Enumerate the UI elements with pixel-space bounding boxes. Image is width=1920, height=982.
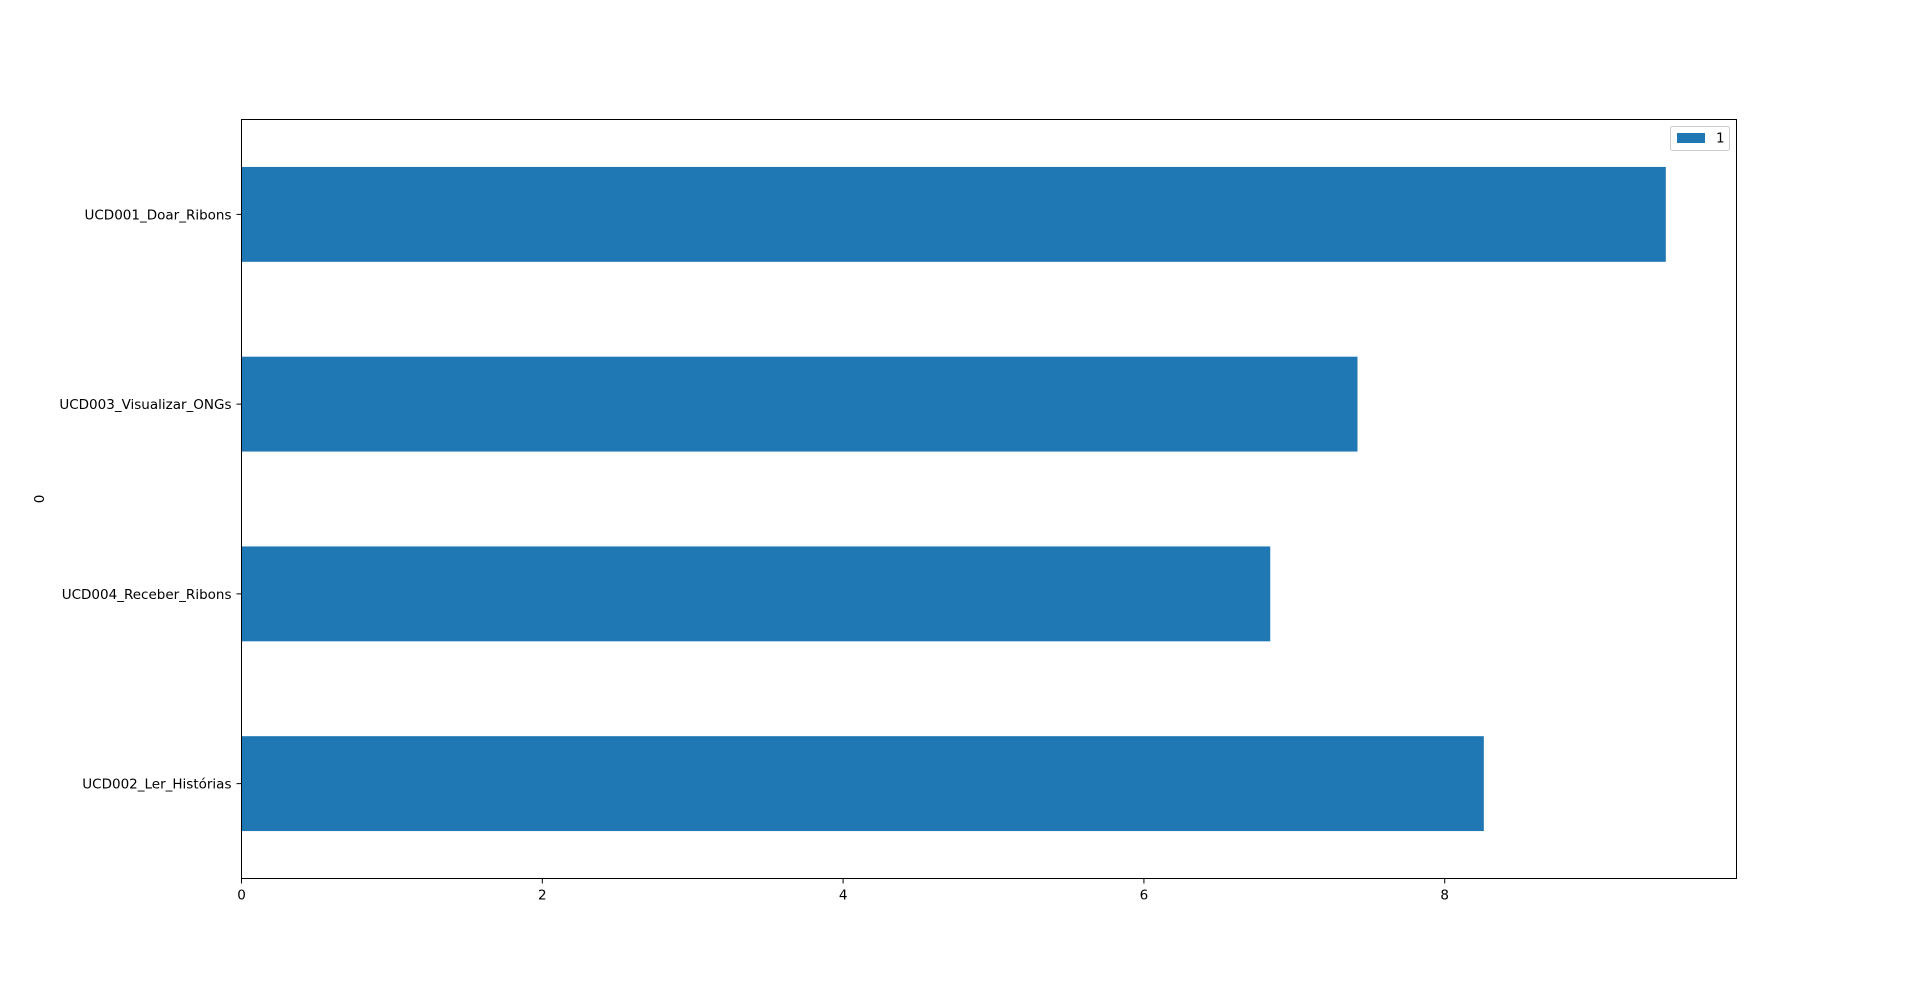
bar-UCD003_Visualizar_ONGs [241, 356, 1358, 452]
bar-UCD002_Ler_Histórias [241, 736, 1484, 832]
legend: 1 [1670, 126, 1730, 151]
y-tick-label: UCD004_Receber_Ribons [62, 587, 232, 603]
y-tick-label: UCD003_Visualizar_ONGs [59, 397, 231, 413]
bars-layer [241, 166, 1666, 832]
plot-area-frame [241, 119, 1737, 879]
legend-swatch-1 [1677, 133, 1705, 143]
x-tick-label: 6 [1140, 888, 1149, 904]
x-tick-label: 0 [237, 888, 246, 904]
x-tick-label: 4 [839, 888, 848, 904]
x-tick-label: 8 [1440, 888, 1449, 904]
legend-label-1: 1 [1716, 131, 1725, 147]
y-axis: UCD001_Doar_Ribons UCD003_Visualizar_ONGs… [59, 207, 242, 793]
bar-UCD001_Doar_Ribons [241, 166, 1666, 262]
y-tick-label: UCD002_Ler_Histórias [82, 777, 231, 793]
y-tick-label: UCD001_Doar_Ribons [85, 207, 232, 223]
bar-UCD004_Receber_Ribons [241, 546, 1271, 642]
y-axis-label: 0 [32, 495, 48, 504]
x-tick-label: 2 [538, 888, 547, 904]
x-axis: 0 2 4 6 8 [237, 878, 1449, 904]
